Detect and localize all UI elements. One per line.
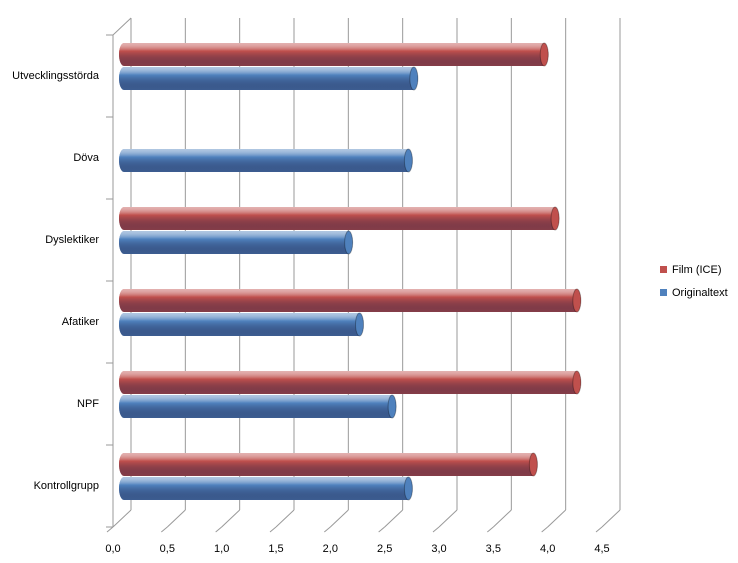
x-tick-label: 2,0: [323, 543, 338, 555]
bar-shade: [119, 371, 581, 394]
y-tick-label: Afatiker: [62, 316, 100, 328]
bar-shade: [119, 207, 560, 230]
axis-edge: [112, 17, 132, 36]
bar: [119, 148, 413, 173]
y-tick-label: Dyslektiker: [45, 234, 99, 246]
bar: [119, 394, 397, 419]
legend-label: Originaltext: [672, 287, 728, 299]
x-tick-label: 4,5: [594, 543, 609, 555]
floor-line: [112, 509, 132, 528]
bar-shade: [119, 453, 538, 476]
legend-swatch: [660, 266, 667, 273]
x-tick-label: 4,0: [540, 543, 555, 555]
bar-shade: [119, 477, 413, 500]
bar-shade: [119, 67, 418, 90]
y-tick-label: NPF: [77, 398, 99, 410]
x-tick: [595, 526, 603, 533]
floor-line: [275, 509, 295, 528]
x-tick-label: 0,0: [105, 543, 120, 555]
bar: [119, 288, 582, 313]
x-tick: [324, 526, 331, 533]
x-tick: [487, 526, 494, 533]
bar-shade: [119, 231, 353, 254]
bar-shade: [119, 313, 364, 336]
floor-line: [221, 509, 241, 528]
bar-cap: [387, 394, 397, 419]
bar-cap: [403, 148, 413, 173]
legend-swatch: [660, 289, 667, 296]
bar: [119, 452, 538, 477]
floor-line: [384, 509, 404, 528]
y-tick-label: Utvecklingsstörda: [12, 70, 100, 82]
bar-shade: [119, 43, 549, 66]
legend-label: Film (ICE): [672, 264, 722, 276]
x-tick: [432, 526, 440, 533]
bar-cap: [409, 66, 419, 91]
floor-line: [166, 509, 186, 528]
x-tick: [215, 526, 222, 533]
bar-shade: [119, 395, 397, 418]
x-tick-label: 3,0: [431, 543, 446, 555]
x-tick: [269, 526, 277, 533]
x-tick: [378, 526, 385, 533]
bar-cap: [355, 312, 364, 337]
bar: [119, 370, 582, 395]
x-tick: [541, 526, 548, 533]
bar: [119, 42, 549, 67]
bar-shade: [119, 289, 581, 312]
x-tick: [161, 526, 168, 533]
x-tick-label: 1,5: [268, 543, 283, 555]
bar-cap: [344, 230, 354, 255]
x-tick: [106, 526, 114, 533]
bar: [119, 312, 364, 337]
floor-line: [492, 509, 512, 528]
floor-line: [601, 509, 621, 528]
bar-cap: [403, 476, 413, 501]
bar-shade: [119, 149, 413, 172]
bar-cap: [572, 288, 582, 313]
x-tick-label: 3,5: [486, 543, 501, 555]
floor-line: [547, 509, 567, 528]
bar: [119, 476, 413, 501]
bar: [119, 206, 560, 231]
floor-line: [438, 509, 458, 528]
bar-cap: [539, 42, 549, 67]
x-tick-label: 2,5: [377, 543, 392, 555]
bar-cap: [528, 452, 538, 477]
bar: [119, 230, 354, 255]
floor-line: [329, 509, 349, 528]
bar-cap: [572, 370, 582, 395]
x-tick-label: 1,0: [214, 543, 229, 555]
bar-cap: [550, 206, 560, 231]
y-tick-label: Döva: [73, 152, 100, 164]
bar: [119, 66, 419, 91]
x-tick-label: 0,5: [160, 543, 175, 555]
y-tick-label: Kontrollgrupp: [34, 480, 99, 492]
